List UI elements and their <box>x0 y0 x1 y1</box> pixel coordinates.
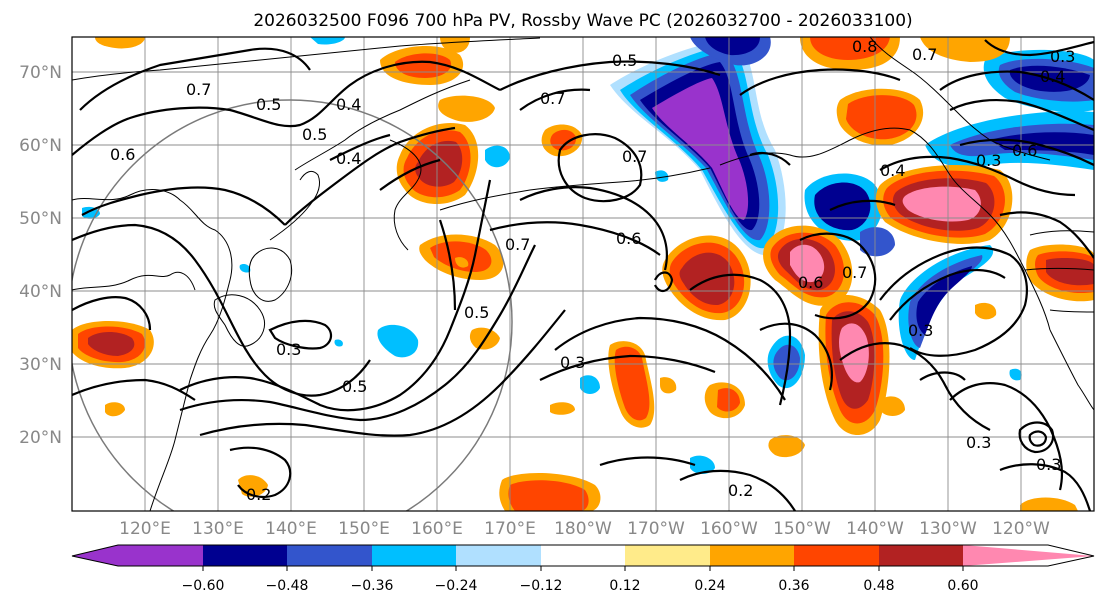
contour-label: 0.2 <box>246 485 271 504</box>
contour-label: 0.5 <box>302 125 327 144</box>
colorbar-segment <box>879 545 963 566</box>
contour-label: 0.6 <box>798 273 823 292</box>
lon-label: 170°E <box>484 519 536 539</box>
latitude-labels: 70°N 60°N 50°N 40°N 30°N 20°N <box>19 63 62 448</box>
lon-label: 160°W <box>700 519 758 539</box>
contour-label: 0.7 <box>842 263 867 282</box>
lat-label: 30°N <box>19 355 62 375</box>
contour-label: 0.3 <box>908 321 933 340</box>
colorbar-tick-label: −0.12 <box>520 578 563 594</box>
contour-label: 0.5 <box>612 51 637 70</box>
colorbar-tick-label: 0.36 <box>778 578 809 594</box>
colorbar-tick-label: −0.36 <box>351 578 394 594</box>
reference-circle <box>72 99 513 511</box>
colorbar-tick-label: −0.24 <box>435 578 478 594</box>
contour-label: 0.4 <box>880 161 905 180</box>
colorbar-tick-label: 0.48 <box>863 578 894 594</box>
pv-contours <box>72 39 1094 511</box>
colorbar-segment <box>710 545 794 566</box>
contour-labels: 0.5 0.8 0.7 0.3 0.4 0.7 0.5 0.4 0.5 0.6 … <box>110 37 1075 504</box>
colorbar-extend-high <box>963 545 1094 566</box>
contour-label: 0.7 <box>912 45 937 64</box>
lon-label: 180°W <box>554 519 612 539</box>
colorbar-segment <box>456 545 541 566</box>
map-frame <box>71 36 1095 512</box>
contour-label: 0.4 <box>336 149 361 168</box>
lon-label: 140°W <box>846 519 904 539</box>
colorbar-tick-label: 0.60 <box>947 578 978 594</box>
contour-label: 0.6 <box>1012 141 1037 160</box>
contour-label: 0.3 <box>276 340 301 359</box>
contour-label: 0.5 <box>464 303 489 322</box>
contour-label: 0.3 <box>966 433 991 452</box>
contour-label: 0.4 <box>1040 67 1065 86</box>
lon-label: 130°W <box>919 519 977 539</box>
contour-label: 0.7 <box>540 89 565 108</box>
contour-label: 0.4 <box>336 95 361 114</box>
colorbar-tick-label: 0.24 <box>694 578 725 594</box>
lon-label: 150°E <box>338 519 390 539</box>
lon-label: 170°W <box>627 519 685 539</box>
contour-label: 0.6 <box>616 229 641 248</box>
colorbar-tick-label: 0.12 <box>609 578 640 594</box>
colorbar-segment <box>287 545 372 566</box>
colorbar-segment <box>372 545 456 566</box>
colorbar-extend-low <box>72 545 118 566</box>
contour-label: 0.6 <box>110 145 135 164</box>
contour-label: 0.8 <box>852 37 877 56</box>
shaded-anomalies <box>72 37 1094 511</box>
colorbar-segment <box>625 545 710 566</box>
colorbar-segment <box>541 545 625 566</box>
lon-label: 140°E <box>265 519 317 539</box>
colorbar-tick-label: −0.60 <box>182 578 225 594</box>
lon-label: 160°E <box>411 519 463 539</box>
colorbar-outline <box>71 544 1095 567</box>
contour-label: 0.7 <box>186 80 211 99</box>
contour-label: 0.3 <box>560 353 585 372</box>
colorbar: −0.60 −0.48 −0.36 −0.24 −0.12 0.12 0.24 … <box>71 544 1095 594</box>
contour-label: 0.5 <box>342 377 367 396</box>
lon-label: 120°E <box>119 519 171 539</box>
map-title: 2026032500 F096 700 hPa PV, Rossby Wave … <box>253 11 912 31</box>
colorbar-tick-label: −0.48 <box>266 578 309 594</box>
lon-label: 120°W <box>992 519 1050 539</box>
contour-label: 0.7 <box>622 147 647 166</box>
lat-label: 70°N <box>19 63 62 83</box>
coastlines <box>72 37 1094 511</box>
lon-label: 150°W <box>773 519 831 539</box>
contour-label: 0.7 <box>505 235 530 254</box>
contour-label: 0.3 <box>976 151 1001 170</box>
contour-label: 0.2 <box>728 481 753 500</box>
contour-label: 0.3 <box>1036 455 1061 474</box>
lon-label: 130°E <box>192 519 244 539</box>
colorbar-segment <box>203 545 287 566</box>
colorbar-segment <box>118 545 203 566</box>
lat-label: 20°N <box>19 428 62 448</box>
colorbar-segment <box>794 545 879 566</box>
longitude-labels: 120°E 130°E 140°E 150°E 160°E 170°E 180°… <box>119 519 1050 539</box>
lat-label: 40°N <box>19 282 62 302</box>
contour-label: 0.5 <box>256 95 281 114</box>
lat-label: 50°N <box>19 209 62 229</box>
contour-label: 0.3 <box>1050 47 1075 66</box>
lat-label: 60°N <box>19 136 62 156</box>
map-panel: 0.5 0.8 0.7 0.3 0.4 0.7 0.5 0.4 0.5 0.6 … <box>72 37 1094 511</box>
